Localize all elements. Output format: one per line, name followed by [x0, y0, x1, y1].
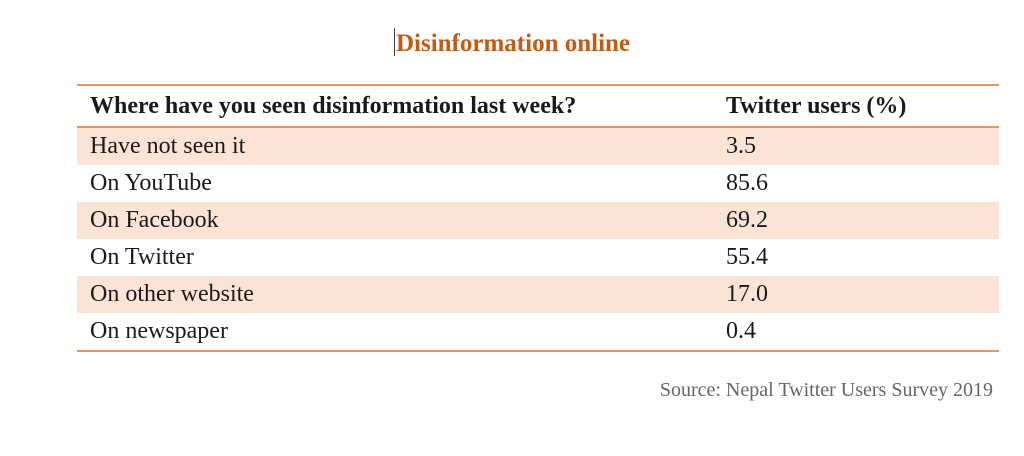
column-header-question: Where have you seen disinformation last …: [90, 92, 577, 119]
source-note: Source: Nepal Twitter Users Survey 2019: [659, 379, 993, 401]
row-value: 0.4: [726, 318, 756, 344]
row-label: On newspaper: [90, 318, 228, 344]
table-row: On Twitter 55.4: [77, 239, 999, 276]
row-label: On YouTube: [90, 170, 212, 196]
row-value: 85.6: [726, 170, 768, 196]
row-label: On Twitter: [90, 244, 194, 270]
table-row: Have not seen it 3.5: [77, 128, 999, 165]
text-cursor: [393, 28, 395, 56]
data-table: Where have you seen disinformation last …: [77, 84, 999, 352]
table-row: On Facebook 69.2: [77, 202, 999, 239]
row-value: 69.2: [726, 207, 768, 233]
column-header-percent: Twitter users (%): [726, 92, 907, 119]
row-label: On Facebook: [90, 207, 219, 233]
row-value: 55.4: [726, 244, 768, 270]
row-value: 17.0: [726, 281, 768, 307]
table-row: On other website 17.0: [77, 276, 999, 313]
row-label: Have not seen it: [90, 133, 246, 159]
table-row: On YouTube 85.6: [77, 165, 999, 202]
row-value: 3.5: [726, 133, 756, 159]
table-row: On newspaper 0.4: [77, 313, 999, 350]
table-header-row: Where have you seen disinformation last …: [77, 86, 999, 128]
document-title-text: Disinformation online: [395, 30, 631, 57]
row-label: On other website: [90, 281, 254, 307]
document-title: Disinformation online: [0, 28, 1024, 58]
